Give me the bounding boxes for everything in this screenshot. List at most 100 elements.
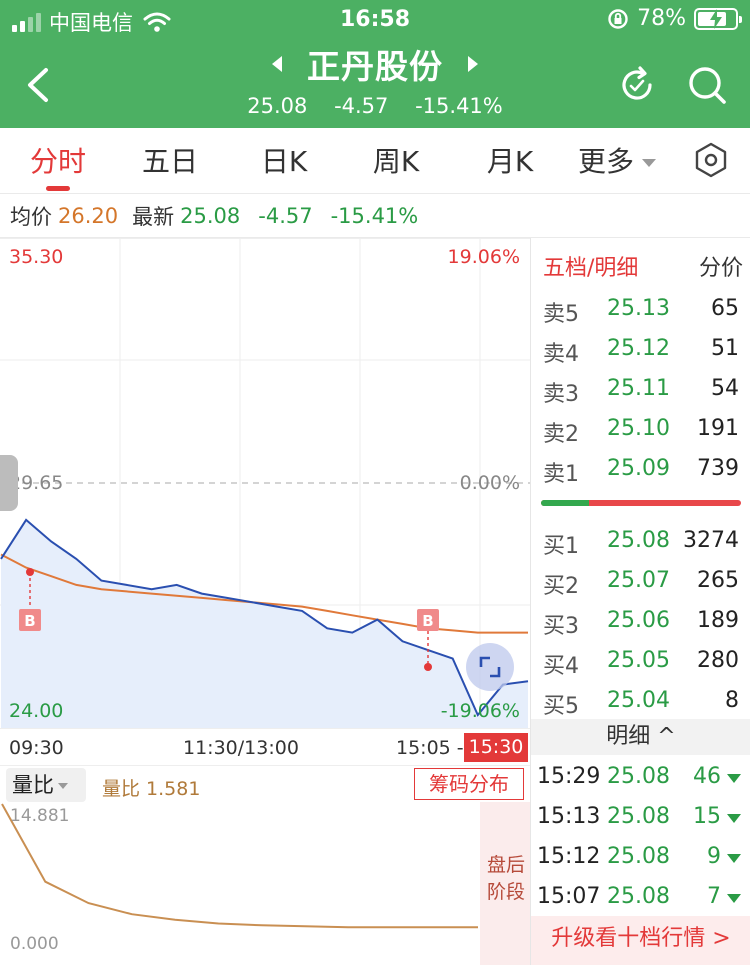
latest-price-label: 最新 (132, 204, 175, 229)
trade-time: 15:12 (537, 844, 601, 869)
bid-price: 25.07 (607, 568, 670, 593)
latest-price-value: 25.08 (180, 203, 241, 228)
ask-qty: 54 (711, 376, 739, 401)
signal-icon (12, 12, 41, 32)
ask-row: 卖5 25.13 65 (531, 290, 750, 330)
wifi-icon (143, 12, 171, 32)
bid-name: 买4 (543, 654, 579, 679)
buy-marker-2[interactable]: B (417, 609, 439, 671)
bid-row: 买3 25.06 189 (531, 602, 750, 642)
tab-intraday[interactable]: 分时 (28, 140, 88, 191)
trade-time: 15:29 (537, 764, 601, 789)
trade-price: 25.08 (607, 884, 670, 909)
refresh-icon[interactable] (614, 62, 660, 108)
bid-name: 买2 (543, 574, 579, 599)
status-right: 78% (607, 6, 742, 31)
buy-marker-1[interactable]: B (19, 568, 41, 631)
volume-ratio-value: 量比 1.581 (102, 778, 201, 800)
ask-qty: 739 (697, 456, 739, 481)
side-drawer-handle[interactable] (0, 455, 18, 511)
chip-distribution-button[interactable]: 筹码分布 (414, 768, 524, 800)
trade-time: 15:13 (537, 804, 601, 829)
time-axis: 09:30 11:30/13:00 15:05 - 15:30 (0, 728, 530, 766)
ask-qty: 65 (711, 296, 739, 321)
volume-ratio-panel: 量比 量比 1.581 筹码分布 14.881 0.000 盘后阶段 (0, 766, 530, 965)
trade-detail-toggle[interactable]: 明细 ^ (531, 719, 750, 755)
tab-monthly-k[interactable]: 月K (482, 140, 538, 180)
stock-name: 正丹股份 (307, 47, 443, 86)
tab-more[interactable]: 更多 (572, 140, 662, 180)
price-area-fill (1, 519, 528, 728)
bid-qty: 189 (697, 608, 739, 633)
tab-daily-k[interactable]: 日K (256, 140, 312, 180)
ask-name: 卖3 (543, 382, 579, 407)
top-header: 中国电信 16:58 78% (0, 0, 750, 128)
status-left: 中国电信 (12, 7, 171, 37)
bid-price: 25.06 (607, 608, 670, 633)
info-change: -4.57 (258, 203, 313, 228)
price-distribution-tab[interactable]: 分价 (698, 256, 743, 281)
ask-price: 25.13 (607, 296, 670, 321)
avg-price-line (0, 553, 528, 634)
trade-qty: 46 (693, 764, 721, 789)
order-book-tab[interactable]: 五档/明细 (543, 256, 639, 281)
volume-ratio-line (1, 803, 478, 929)
triangle-left-icon (272, 56, 282, 72)
ask-price: 25.09 (607, 456, 670, 481)
bid-price: 25.04 (607, 688, 670, 713)
intraday-price-chart[interactable]: B B 35.30 19.06% 29.65 0.00% 24.00 -19.0… (0, 238, 530, 728)
pct-axis-high: 19.06% (447, 246, 520, 268)
order-book-header: 五档/明细 分价 (543, 250, 743, 282)
bid-qty: 265 (697, 568, 739, 593)
volume-ratio-svg (1, 803, 478, 929)
buy-sell-ratio-bar (541, 500, 741, 506)
bid-row: 买5 25.04 8 (531, 682, 750, 722)
trade-qty: 7 (707, 884, 721, 909)
tab-label: 月K (486, 145, 534, 178)
back-chevron-icon[interactable] (20, 62, 60, 108)
bid-name: 买3 (543, 614, 579, 639)
ask-name: 卖2 (543, 422, 579, 447)
next-stock-button[interactable] (463, 52, 483, 76)
header-change-pct: -15.41% (415, 94, 503, 118)
fullscreen-button[interactable] (466, 643, 514, 691)
tab-label: 更多 (577, 145, 634, 178)
tab-weekly-k[interactable]: 周K (368, 140, 424, 180)
time-label-after: 15:05 - (396, 737, 464, 759)
y-axis-mid: 29.65 (9, 472, 64, 494)
bid-qty: 3274 (683, 528, 739, 553)
ask-price: 25.12 (607, 336, 670, 361)
upgrade-level10-button[interactable]: 升级看十档行情 > (531, 916, 750, 965)
tab-five-day[interactable]: 五日 (140, 140, 200, 180)
time-label-open: 09:30 (9, 737, 64, 759)
bid-name: 买1 (543, 534, 579, 559)
avg-price-label: 均价 (10, 204, 52, 229)
trade-qty: 15 (693, 804, 721, 829)
settings-hexagon-icon[interactable] (694, 142, 728, 178)
order-book-panel: 五档/明细 分价 卖5 25.13 65 卖4 25.12 51 卖3 25.1… (530, 238, 750, 965)
ask-name: 卖1 (543, 462, 579, 487)
triangle-right-icon (468, 56, 478, 72)
previous-stock-button[interactable] (267, 52, 287, 76)
info-change-pct: -15.41% (330, 203, 419, 228)
ask-qty: 51 (711, 336, 739, 361)
y-axis-low: 24.00 (9, 700, 64, 722)
trade-price: 25.08 (607, 804, 670, 829)
indicator-selector[interactable]: 量比 (6, 768, 86, 802)
bid-row: 买2 25.07 265 (531, 562, 750, 602)
search-icon[interactable] (684, 62, 730, 108)
buy-marker-label: B (24, 612, 35, 630)
close-time-badge: 15:30 (464, 733, 528, 762)
chevron-down-icon (642, 159, 656, 167)
buy-marker-label: B (422, 612, 433, 630)
ask-row: 卖3 25.11 54 (531, 370, 750, 410)
down-triangle-icon (727, 774, 741, 783)
bid-price: 25.08 (607, 528, 670, 553)
expand-icon (479, 656, 501, 678)
after-hours-zone (480, 802, 530, 965)
trade-time: 15:07 (537, 884, 601, 909)
bid-qty: 280 (697, 648, 739, 673)
bid-row: 买4 25.05 280 (531, 642, 750, 682)
ask-row: 卖1 25.09 739 (531, 450, 750, 490)
battery-percent: 78% (637, 6, 686, 31)
